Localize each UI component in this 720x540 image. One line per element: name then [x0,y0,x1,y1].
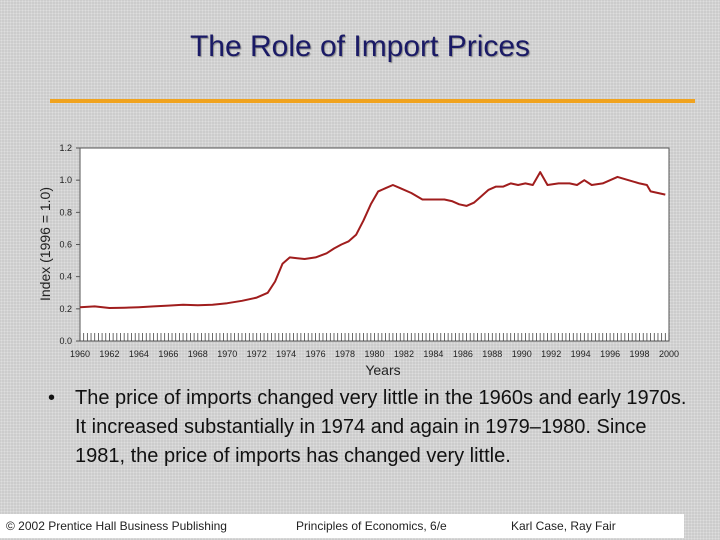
x-tick-label: 1966 [158,349,178,359]
bullet-text: The price of imports changed very little… [75,387,687,467]
bullet-marker: • [48,387,56,409]
y-axis: 0.0 0.2 0.4 0.6 0.8 1.0 1.2 [59,143,80,346]
y-tick-label: 1.0 [59,175,72,185]
x-tick-label: 1974 [276,349,296,359]
x-axis-label: Years [365,362,400,378]
footer-book-title: Principles of Economics, 6/e [296,519,447,533]
x-tick-label: 1964 [129,349,149,359]
plot-area [79,147,670,342]
footer-authors: Karl Case, Ray Fair [511,519,616,533]
x-tick-label: 1998 [630,349,650,359]
title-divider [50,99,695,103]
x-tick-label: 1992 [541,349,561,359]
bullet-point: • The price of imports changed very litt… [48,384,688,471]
x-tick-label: 2000 [659,349,679,359]
slide-title: The Role of Import Prices [189,30,531,63]
y-tick-label: 0.4 [59,272,72,282]
series-line [79,171,666,309]
series-layer [79,171,666,309]
y-tick-label: 0.6 [59,240,72,250]
x-tick-label: 1986 [453,349,473,359]
y-tick-label: 1.2 [59,143,72,153]
x-tick-label: 1994 [571,349,591,359]
x-axis: 1960 1962 1964 1966 1968 1970 1972 1974 1976 1978… [70,333,679,359]
x-tick-label: 1996 [600,349,620,359]
footer-copyright: © 2002 Prentice Hall Business Publishing [6,519,227,533]
x-tick-label: 1970 [217,349,237,359]
x-tick-label: 1988 [482,349,502,359]
x-tick-label: 1976 [306,349,326,359]
x-tick-label: 1984 [423,349,443,359]
footer: © 2002 Prentice Hall Business Publishing… [0,514,684,538]
y-tick-label: 0.8 [59,207,72,217]
x-tick-label: 1980 [364,349,384,359]
y-tick-label: 0.0 [59,336,72,346]
x-tick-label: 1982 [394,349,414,359]
x-tick-label: 1978 [335,349,355,359]
x-tick-label: 1960 [70,349,90,359]
y-tick-label: 0.2 [59,304,72,314]
x-tick-label: 1972 [247,349,267,359]
x-tick-label: 1990 [512,349,532,359]
x-tick-label: 1968 [188,349,208,359]
y-axis-label: Index (1996 = 1.0) [37,187,53,301]
x-tick-label: 1962 [99,349,119,359]
import-price-chart: 0.00.20.40.60.81.01.2 1960 1962 1964 1966 19… [37,143,679,378]
